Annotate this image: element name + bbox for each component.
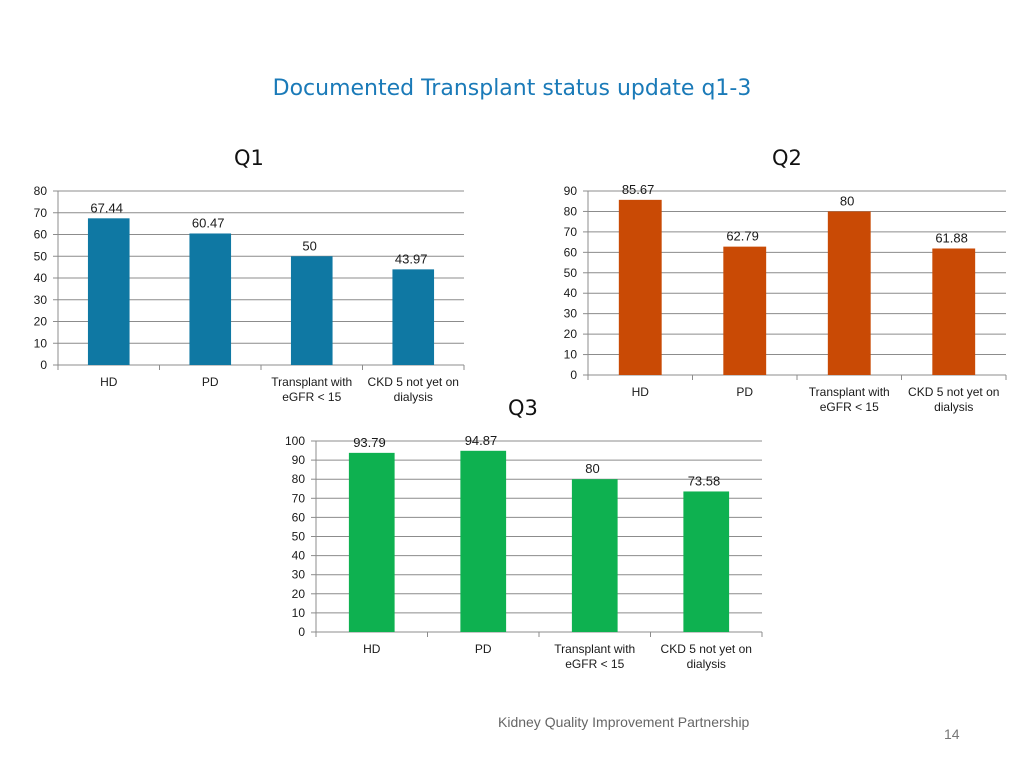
bar-q1-3 (290, 256, 333, 365)
y-tick-label: 30 (34, 293, 48, 307)
y-tick-label: 30 (564, 307, 578, 321)
x-category-label: dialysis (687, 657, 726, 671)
chart-title-q1: Q1 (234, 146, 264, 170)
data-label: 50 (302, 238, 316, 253)
x-category-label: CKD 5 not yet on (661, 642, 752, 656)
x-category-label: Transplant with (554, 642, 635, 656)
data-label: 93.79 (353, 435, 386, 450)
y-tick-label: 90 (292, 453, 306, 467)
y-tick-label: 80 (292, 472, 306, 486)
y-tick-label: 60 (34, 228, 48, 242)
data-label: 85.67 (622, 182, 655, 197)
data-label: 43.97 (395, 251, 428, 266)
y-tick-label: 40 (34, 271, 48, 285)
x-category-label: dialysis (934, 400, 973, 414)
y-tick-label: 0 (40, 358, 47, 372)
y-tick-label: 50 (34, 249, 48, 263)
y-tick-label: 10 (564, 348, 578, 362)
y-tick-label: 10 (292, 606, 306, 620)
x-category-label: HD (363, 642, 381, 656)
data-label: 80 (840, 193, 854, 208)
x-category-label: Transplant with (809, 385, 890, 399)
bar-q1-1 (87, 218, 130, 365)
bar-q1-2 (189, 233, 232, 365)
x-category-label: CKD 5 not yet on (908, 385, 999, 399)
bar-q3-1 (348, 452, 395, 632)
x-category-label: eGFR < 15 (282, 390, 341, 404)
y-tick-label: 30 (292, 568, 306, 582)
data-label: 61.88 (935, 230, 968, 245)
y-tick-label: 40 (564, 286, 578, 300)
chart-title-q2: Q2 (772, 146, 802, 170)
x-category-label: CKD 5 not yet on (368, 375, 459, 389)
y-tick-label: 70 (292, 491, 306, 505)
y-tick-label: 60 (292, 510, 306, 524)
bar-q2-1 (618, 199, 662, 375)
y-tick-label: 20 (292, 587, 306, 601)
data-label: 80 (585, 461, 599, 476)
y-tick-label: 10 (34, 336, 48, 350)
y-tick-label: 50 (292, 530, 306, 544)
data-label: 94.87 (465, 433, 498, 448)
y-tick-label: 40 (292, 549, 306, 563)
y-tick-label: 50 (564, 266, 578, 280)
chart-title-q3: Q3 (508, 396, 538, 420)
y-tick-label: 90 (564, 184, 578, 198)
x-category-label: eGFR < 15 (565, 657, 624, 671)
bar-q3-4 (683, 491, 730, 632)
bar-q2-2 (723, 246, 767, 375)
y-tick-label: 80 (34, 184, 48, 198)
bar-q1-4 (392, 269, 435, 365)
bar-q3-3 (571, 479, 618, 632)
y-tick-label: 100 (285, 434, 305, 448)
slide-title: Documented Transplant status update q1-3 (272, 76, 752, 101)
x-category-label: dialysis (394, 390, 433, 404)
data-label: 67.44 (90, 200, 123, 215)
y-tick-label: 70 (34, 206, 48, 220)
x-category-label: PD (202, 375, 219, 389)
data-label: 62.79 (726, 229, 759, 244)
x-category-label: Transplant with (271, 375, 352, 389)
y-tick-label: 20 (34, 315, 48, 329)
bar-q3-2 (460, 450, 507, 632)
x-category-label: HD (632, 385, 650, 399)
footer-text: Kidney Quality Improvement Partnership (498, 714, 750, 730)
y-tick-label: 0 (298, 625, 305, 639)
data-label: 60.47 (192, 215, 225, 230)
x-category-label: PD (736, 385, 753, 399)
page-number: 14 (944, 726, 960, 742)
bar-q2-3 (827, 211, 871, 375)
data-label: 73.58 (688, 473, 721, 488)
x-category-label: eGFR < 15 (820, 400, 879, 414)
y-tick-label: 60 (564, 245, 578, 259)
y-tick-label: 70 (564, 225, 578, 239)
y-tick-label: 0 (570, 368, 577, 382)
x-category-label: PD (475, 642, 492, 656)
bar-q2-4 (932, 248, 976, 375)
x-category-label: HD (100, 375, 118, 389)
y-tick-label: 80 (564, 204, 578, 218)
y-tick-label: 20 (564, 327, 578, 341)
